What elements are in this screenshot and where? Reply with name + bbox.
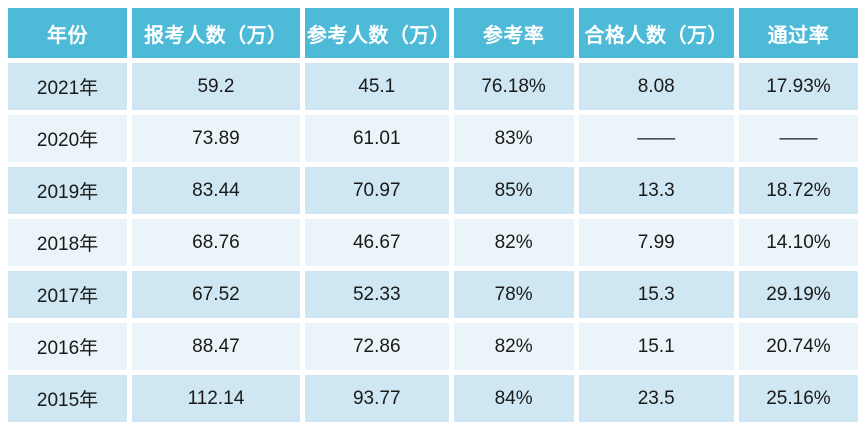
table-head: 年份 报考人数（万） 参考人数（万） 参考率 合格人数（万） 通过率 [8, 8, 858, 58]
cell-attendance-rate: 83% [453, 115, 574, 162]
table-row: 2016年 88.47 72.86 82% 15.1 20.74% [8, 323, 858, 370]
table-row: 2019年 83.44 70.97 85% 13.3 18.72% [8, 167, 858, 214]
cell-attendance-rate: 85% [453, 167, 574, 214]
table-row: 2021年 59.2 45.1 76.18% 8.08 17.93% [8, 63, 858, 110]
cell-year: 2017年 [8, 271, 128, 318]
cell-registered-count: 67.52 [132, 271, 300, 318]
col-header-attended-count: 参考人数（万） [304, 8, 450, 58]
table-row: 2017年 67.52 52.33 78% 15.3 29.19% [8, 271, 858, 318]
col-header-qualified-count: 合格人数（万） [578, 8, 734, 58]
cell-qualified-count: 15.1 [578, 323, 734, 370]
cell-year: 2021年 [8, 63, 128, 110]
col-header-year: 年份 [8, 8, 128, 58]
cell-year: 2016年 [8, 323, 128, 370]
cell-registered-count: 88.47 [132, 323, 300, 370]
exam-pass-rate-table: 年份 报考人数（万） 参考人数（万） 参考率 合格人数（万） 通过率 2021年 59.2 4… [3, 3, 863, 427]
cell-pass-rate: 25.16% [738, 375, 858, 422]
table-row: 2020年 73.89 61.01 83% —— —— [8, 115, 858, 162]
cell-pass-rate: 20.74% [738, 323, 858, 370]
cell-qualified-count: 8.08 [578, 63, 734, 110]
cell-registered-count: 73.89 [132, 115, 300, 162]
cell-pass-rate: 18.72% [738, 167, 858, 214]
cell-pass-rate: 17.93% [738, 63, 858, 110]
cell-registered-count: 68.76 [132, 219, 300, 266]
cell-year: 2020年 [8, 115, 128, 162]
cell-attended-count: 70.97 [304, 167, 449, 214]
cell-qualified-count: —— [578, 115, 734, 162]
cell-attended-count: 61.01 [304, 115, 449, 162]
cell-attended-count: 72.86 [304, 323, 449, 370]
cell-registered-count: 83.44 [132, 167, 300, 214]
cell-attendance-rate: 82% [453, 219, 574, 266]
cell-qualified-count: 23.5 [578, 375, 734, 422]
cell-qualified-count: 7.99 [578, 219, 734, 266]
cell-attendance-rate: 78% [453, 271, 574, 318]
cell-attended-count: 52.33 [304, 271, 449, 318]
cell-pass-rate: 14.10% [738, 219, 858, 266]
table-header-row: 年份 报考人数（万） 参考人数（万） 参考率 合格人数（万） 通过率 [8, 8, 858, 58]
cell-attended-count: 93.77 [304, 375, 449, 422]
cell-pass-rate: 29.19% [738, 271, 858, 318]
cell-attendance-rate: 84% [453, 375, 574, 422]
cell-attendance-rate: 82% [453, 323, 574, 370]
table-row: 2015年 112.14 93.77 84% 23.5 25.16% [8, 375, 858, 422]
col-header-registered-count: 报考人数（万） [132, 8, 300, 58]
cell-attendance-rate: 76.18% [453, 63, 574, 110]
cell-pass-rate: —— [738, 115, 858, 162]
cell-attended-count: 46.67 [304, 219, 449, 266]
cell-registered-count: 59.2 [132, 63, 300, 110]
col-header-attendance-rate: 参考率 [453, 8, 574, 58]
cell-attended-count: 45.1 [304, 63, 449, 110]
cell-registered-count: 112.14 [132, 375, 300, 422]
table-body: 2021年 59.2 45.1 76.18% 8.08 17.93% 2020年 73.89 6… [8, 63, 858, 422]
cell-qualified-count: 13.3 [578, 167, 734, 214]
col-header-pass-rate: 通过率 [738, 8, 858, 58]
cell-qualified-count: 15.3 [578, 271, 734, 318]
cell-year: 2015年 [8, 375, 128, 422]
cell-year: 2019年 [8, 167, 128, 214]
cell-year: 2018年 [8, 219, 128, 266]
table-row: 2018年 68.76 46.67 82% 7.99 14.10% [8, 219, 858, 266]
